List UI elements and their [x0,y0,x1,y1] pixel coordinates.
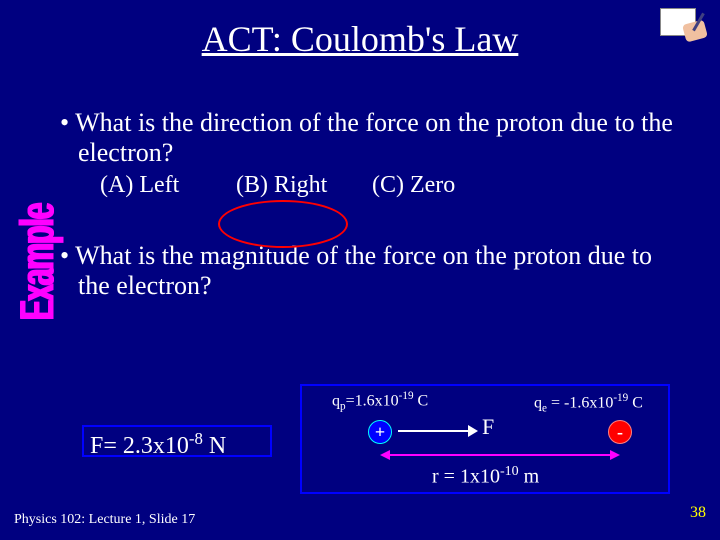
notepad-icon [658,6,710,42]
question-1: • What is the direction of the force on … [60,108,680,168]
option-a: (A) Left [100,172,230,199]
distance-arrow-left-head [380,450,390,460]
footer-text: Physics 102: Lecture 1, Slide 17 [14,512,195,528]
distance-arrow-line [390,454,610,456]
force-label: F [482,414,494,440]
slide-title: ACT: Coulomb's Law [0,0,720,60]
charge-diagram: qp=1.6x10-19 C qe = -1.6x10-19 C + - F r… [302,386,668,492]
qp-q: q [332,392,340,409]
proton-circle: + [368,420,392,444]
force-prefix: F= 2.3x10 [90,433,189,459]
distance-arrow-right-head [610,450,620,460]
force-answer-text: F= 2.3x10-8 N [84,427,270,462]
option-c: (C) Zero [372,172,482,199]
example-wordart: Example [12,204,66,320]
qp-mid: =1.6x10 [346,392,399,409]
qp-exp: -19 [399,390,414,402]
question-2-text: What is the magnitude of the force on th… [75,241,652,300]
question-1-text: What is the direction of the force on th… [75,108,673,167]
force-exp: -8 [189,429,203,448]
force-arrow-shaft [398,430,468,432]
question-2: • What is the magnitude of the force on … [60,241,680,301]
r-suf: m [519,466,540,488]
options-row: (A) Left (B) Right (C) Zero [100,172,720,199]
r-prefix: r = 1x10 [432,466,500,488]
proton-label: qp=1.6x10-19 C [332,390,428,413]
force-arrow-head [468,425,478,437]
force-answer-box: F= 2.3x10-8 N [82,425,272,457]
qe-suf: C [628,394,643,411]
electron-circle: - [608,420,632,444]
slide-number: 38 [690,504,706,522]
qe-q: q [534,394,542,411]
qp-suf: C [414,392,429,409]
force-suffix: N [203,433,226,459]
diagram-box: qp=1.6x10-19 C qe = -1.6x10-19 C + - F r… [300,384,670,494]
option-b: (B) Right [236,172,366,199]
r-exp: -10 [500,464,519,479]
qe-exp: -19 [613,392,628,404]
distance-label: r = 1x10-10 m [432,464,539,489]
qe-mid: = -1.6x10 [547,394,613,411]
electron-label: qe = -1.6x10-19 C [534,392,643,415]
